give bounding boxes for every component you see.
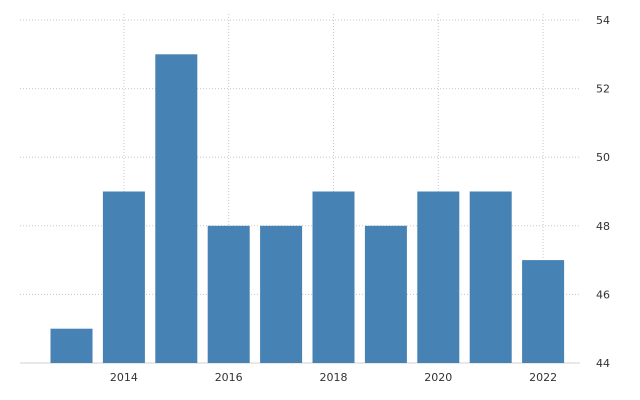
x-tick-label: 2022: [529, 371, 557, 384]
bar-2019: [364, 225, 407, 363]
y-tick-label: 52: [596, 83, 610, 96]
bar-2016: [207, 225, 250, 363]
y-tick-label: 50: [596, 151, 610, 164]
x-tick-label: 2020: [424, 371, 452, 384]
bar-2018: [312, 191, 355, 363]
bar-2017: [260, 225, 303, 363]
bar-2020: [417, 191, 460, 363]
y-tick-label: 44: [596, 357, 610, 370]
bar-2021: [469, 191, 512, 363]
bar-2015: [155, 54, 198, 364]
x-tick-label: 2018: [320, 371, 348, 384]
y-tick-label: 46: [596, 288, 610, 301]
x-axis-labels: 2014 2016 2018 2020 2022: [110, 371, 557, 384]
bar-2022: [522, 260, 565, 363]
bars: [50, 54, 565, 364]
x-tick-label: 2016: [215, 371, 243, 384]
y-tick-label: 54: [596, 14, 610, 27]
bar-2014: [102, 191, 145, 363]
bar-2013: [50, 328, 93, 363]
y-tick-label: 48: [596, 220, 610, 233]
y-axis-labels: 44 46 48 50 52 54: [596, 14, 610, 370]
x-tick-label: 2014: [110, 371, 138, 384]
